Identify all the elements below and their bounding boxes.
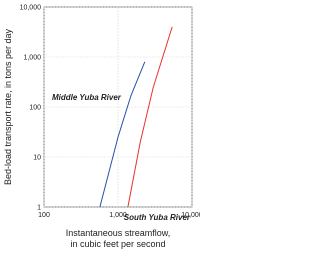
- x-tick-label: 10,000: [181, 212, 200, 219]
- chart: Bed-load transport rate, in tons per day…: [3, 5, 200, 250]
- series-label: Middle Yuba River: [52, 93, 122, 102]
- y-tick-label: 10: [33, 155, 41, 162]
- series-line: [99, 61, 146, 208]
- series-line: [127, 26, 173, 208]
- y-tick-label: 10,000: [20, 5, 42, 12]
- y-axis-label: Bed-load transport rate, in tons per day: [3, 28, 13, 185]
- x-tick-label: 100: [38, 212, 50, 219]
- y-tick-label: 1: [37, 205, 41, 212]
- x-tick-label: 1,000: [109, 212, 127, 219]
- x-axis-label: in cubic feet per second: [70, 239, 165, 249]
- x-axis-label: Instantaneous streamflow,: [66, 228, 171, 238]
- series-label: South Yuba River: [124, 213, 191, 222]
- y-tick-label: 1,000: [23, 55, 41, 62]
- y-tick-label: 100: [29, 105, 41, 112]
